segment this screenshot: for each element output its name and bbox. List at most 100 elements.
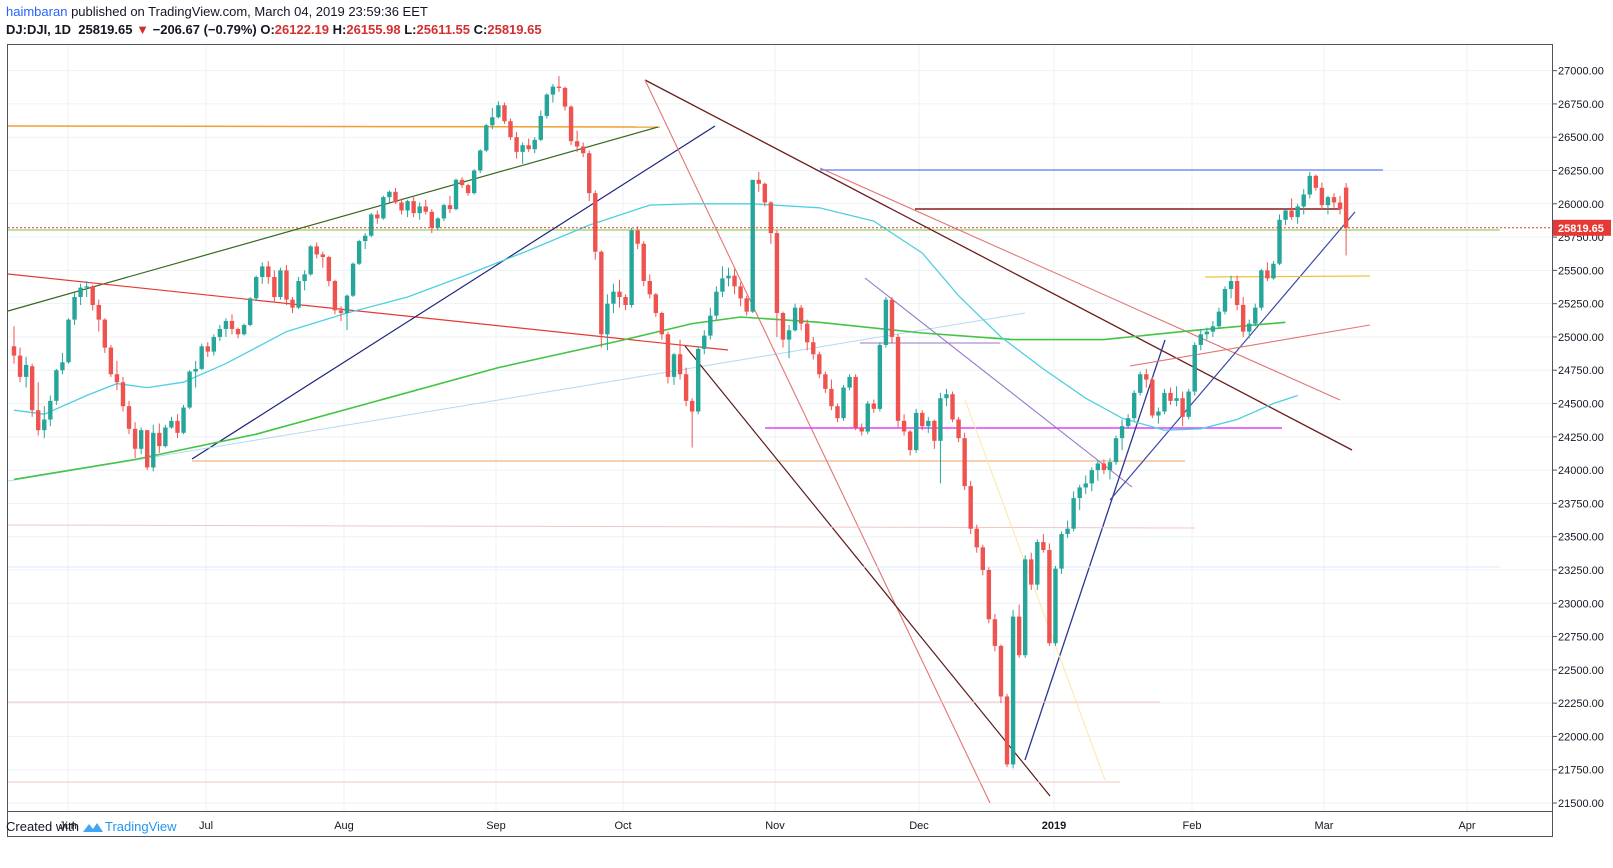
candle [550,83,556,103]
candle [665,331,671,384]
candle-body [1131,392,1137,419]
candle-body [926,420,931,427]
candle-body [805,323,810,343]
candle [1156,407,1161,424]
candle-body [1053,568,1058,644]
candle-body [623,297,628,305]
time-tick-label: Nov [765,820,785,832]
candle [1265,262,1270,282]
candle-body [720,278,725,292]
candle [883,297,889,348]
chart-frame [7,44,1553,837]
candle-body [1107,462,1113,471]
candle-body [665,334,671,377]
candle [175,414,180,439]
candle [998,644,1004,704]
candle [992,613,998,652]
candle [877,342,883,412]
author-link[interactable]: haimbaran [6,4,68,19]
price-tick-label: 25000.00 [1558,332,1604,344]
candle [326,255,332,287]
candle-body [453,179,459,210]
candle [841,384,846,421]
candle-body [308,246,313,275]
candle [78,283,83,305]
time-axis[interactable]: Jun Jul Aug Sep Oct Nov Dec 2019 Feb Mar Apr [59,820,1476,832]
candle [1259,269,1264,311]
price-tick-label: 25500.00 [1558,265,1604,277]
candle [90,285,95,311]
candle [1144,368,1149,388]
price-axis[interactable]: 27000.00 26750.00 26500.00 26250.00 26000.00… [1552,66,1604,810]
candle-body [520,145,525,152]
candle-body [132,428,138,449]
candle-body [1041,542,1046,551]
candle [42,406,47,439]
candle [696,346,701,415]
candle-body [108,347,114,375]
candle-body [1180,398,1185,417]
symbol-name[interactable]: DJ:DJI, 1D [6,22,72,37]
price-tick-label: 23750.00 [1558,498,1604,510]
candle-body [641,243,646,282]
candle-body [17,355,23,377]
candle [1234,275,1240,311]
candle [205,342,210,357]
candle-body [593,193,598,252]
candle-body [320,254,326,258]
candle-body [96,304,101,320]
published-text: published on TradingView.com, March 04, … [71,4,428,19]
time-tick-label: Apr [1458,820,1475,832]
candle [847,374,852,391]
candle-body [792,307,798,331]
price-tick-label: 23500.00 [1558,532,1604,544]
candle [986,567,992,624]
price-tick-label: 21500.00 [1558,798,1604,810]
symbol-legend: DJ:DJI, 1D 25819.65 ▼ −206.67 (−0.79%) O… [6,22,542,37]
candle [163,424,168,448]
candle [199,343,204,371]
fast-moving-average-line [13,203,1298,431]
candle-body [1343,187,1349,228]
candle [823,371,828,393]
candle [889,297,895,344]
tradingview-link[interactable]: TradingView [104,819,177,834]
candle [938,392,943,484]
candle-body [1083,483,1088,488]
candle [1222,286,1228,315]
candle [11,326,17,364]
candle [1216,307,1222,329]
candle [308,245,313,276]
candle-body [393,191,398,203]
candle [1083,475,1088,495]
blue-uptrend-line [191,125,716,460]
candle [1095,460,1101,481]
candle-body [913,412,919,451]
candle-body [332,281,338,311]
candle [447,195,453,214]
time-tick-label: Oct [614,820,631,832]
candle-body [1301,194,1306,207]
candle [441,203,447,222]
candle-body [998,645,1004,697]
candle-body [671,354,677,377]
candle-body [617,291,622,298]
candle [1192,342,1197,396]
price-tick-label: 23000.00 [1558,598,1604,610]
candle-body [344,295,350,313]
candle [514,131,519,159]
candle-body [399,202,404,211]
candle-body [714,291,719,316]
candle [1047,543,1052,646]
candle [1331,193,1337,208]
candle-body [1210,326,1216,332]
time-tick-label: 2019 [1042,820,1066,832]
candle [278,267,283,300]
high-value: 26155.98 [346,22,401,37]
candle-body [72,297,77,320]
candle-body [653,294,659,313]
candle [187,370,192,409]
candle [962,432,967,491]
navy-rally-line-2 [1109,211,1356,501]
